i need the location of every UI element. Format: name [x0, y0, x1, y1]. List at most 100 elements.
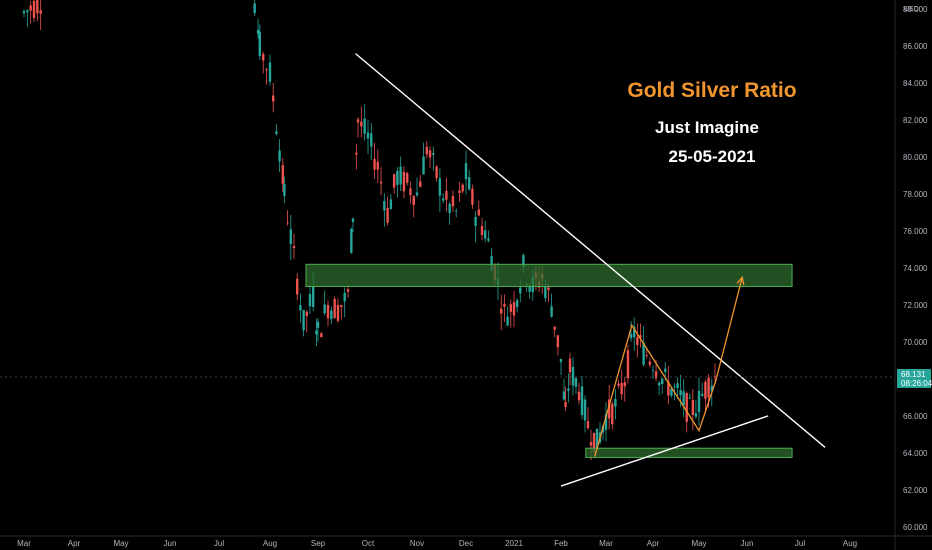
x-tick-label: Oct: [362, 539, 375, 548]
candle-body: [583, 399, 587, 421]
candle-body: [399, 166, 402, 185]
candle-body: [474, 216, 477, 226]
candle-body: [412, 196, 415, 205]
candle-body: [477, 209, 481, 216]
candle-body: [682, 391, 685, 406]
candle-body: [26, 10, 29, 13]
candle-body: [402, 171, 406, 192]
candle-body: [281, 165, 285, 184]
y-axis[interactable]: 60.00062.00064.00066.00068.00070.00072.0…: [894, 0, 928, 550]
y-tick-label: 66.000: [903, 412, 928, 421]
x-tick-label: 2021: [505, 539, 523, 548]
candle-body: [661, 378, 664, 384]
candle-body: [664, 368, 667, 372]
candle-body: [366, 132, 370, 139]
candlestick-series: [22, 0, 717, 461]
candle-body: [509, 304, 513, 312]
candle-body: [490, 256, 493, 271]
chart-subtitle: Just Imagine: [655, 118, 759, 137]
candle-body: [438, 178, 442, 196]
candle-body: [39, 10, 42, 14]
candle-body: [441, 198, 445, 201]
candle-body: [484, 230, 487, 239]
candle-body: [360, 121, 363, 127]
resistance-zone[interactable]: [305, 263, 793, 287]
candle-body: [415, 192, 419, 196]
candle-body: [506, 316, 509, 326]
candle-body: [515, 300, 519, 308]
candle-body: [386, 207, 389, 223]
candle-body: [36, 0, 39, 14]
candle-body: [586, 421, 590, 429]
candle-body: [448, 203, 451, 214]
candle-body: [639, 335, 642, 338]
candle-body: [544, 286, 547, 299]
candle-body: [480, 225, 484, 236]
chart-date-label: 25-05-2021: [669, 147, 756, 166]
candle-body: [519, 287, 522, 294]
candle-body: [396, 170, 399, 185]
candle-body: [302, 309, 305, 331]
y-tick-label: 80.000: [903, 153, 928, 162]
candle-body: [320, 333, 323, 338]
candle-body: [580, 386, 584, 416]
candle-body: [657, 382, 661, 386]
candle-body: [645, 355, 648, 357]
candle-body: [29, 5, 32, 11]
candle-body: [667, 381, 670, 396]
candle-body: [292, 246, 296, 249]
candle-body: [323, 304, 326, 314]
candle-body: [286, 222, 289, 224]
candle-body: [592, 432, 596, 452]
candle-body: [296, 278, 299, 295]
candle-body: [503, 303, 506, 307]
candle-body: [654, 371, 658, 379]
x-tick-label: Jun: [741, 539, 754, 548]
candle-body: [262, 54, 265, 61]
candle-body: [422, 156, 425, 175]
x-tick-label: Mar: [17, 539, 31, 548]
candle-body: [350, 228, 353, 253]
candle-body: [464, 163, 468, 180]
y-tick-label: 86.000: [903, 42, 928, 51]
candle-body: [553, 326, 556, 330]
candle-body: [461, 184, 464, 192]
candle-body: [607, 399, 611, 419]
candle-body: [278, 150, 281, 162]
ascending-trendline[interactable]: [560, 415, 769, 487]
candle-body: [679, 389, 682, 396]
price-tag-background: [897, 369, 931, 388]
candle-body: [617, 383, 620, 386]
y-tick-label: 62.000: [903, 486, 928, 495]
candle-body: [707, 377, 710, 398]
currency-label: USD: [904, 6, 919, 13]
y-tick-label: 64.000: [903, 449, 928, 458]
candle-body: [567, 388, 570, 391]
y-tick-label: 60.000: [903, 523, 928, 532]
candle-body: [32, 0, 36, 19]
support-zone[interactable]: [585, 447, 793, 458]
candle-body: [471, 188, 474, 205]
descending-trendline[interactable]: [355, 53, 826, 448]
candle-body: [435, 166, 438, 179]
candle-body: [468, 177, 471, 190]
chart-title: Gold Silver Ratio: [627, 79, 796, 102]
candle-body: [571, 367, 575, 386]
candle-body: [419, 181, 422, 187]
x-tick-label: Mar: [599, 539, 613, 548]
candle-body: [550, 306, 553, 317]
candle-body: [512, 302, 516, 316]
candle-body: [528, 285, 531, 292]
x-tick-label: Aug: [263, 539, 277, 548]
x-tick-label: Dec: [459, 539, 473, 548]
candle-body: [451, 195, 455, 207]
candle-body: [265, 69, 268, 70]
projection-path[interactable]: [594, 277, 743, 457]
candle-body: [268, 62, 272, 82]
candle-body: [455, 210, 458, 212]
x-tick-label: Jun: [164, 539, 177, 548]
candle-body: [620, 382, 623, 395]
candle-body: [704, 381, 707, 399]
x-axis[interactable]: Mar Apr May Jun Jul Aug Sep Oct Nov Dec 2021 Feb Mar…: [0, 535, 932, 548]
